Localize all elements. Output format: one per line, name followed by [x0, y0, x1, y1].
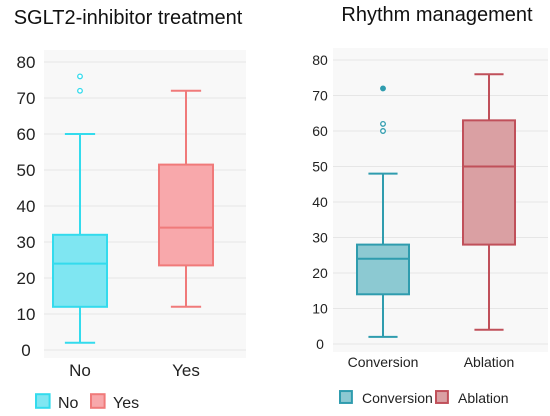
- panel-2-y-tick-label: 30: [312, 229, 328, 245]
- panel-1-no-legend-swatch: [35, 393, 51, 409]
- panel-2-y-tick-label: 20: [312, 265, 328, 281]
- panel-1-category-label: No: [69, 361, 91, 380]
- panel-1-y-tick-label: 70: [17, 89, 36, 108]
- panel-2-conversion-outlier: [380, 128, 386, 134]
- panel-2-y-tick-label: 60: [312, 123, 328, 139]
- panel-2-conversion-outlier: [380, 120, 386, 127]
- panel-2-y-tick-label: 70: [312, 87, 328, 103]
- panel-2-title: Rhythm management: [341, 4, 533, 26]
- panel-2-category-label: Ablation: [464, 354, 515, 370]
- panel-2-conversion-box: [356, 243, 410, 296]
- panel-1-yes-legend-swatch: [90, 393, 106, 409]
- panel-2-conversion-legend-label: Conversion: [362, 390, 433, 406]
- panel-1-y-tick-label: 30: [17, 233, 36, 252]
- panel-1-title: SGLT2-inhibitor treatment: [14, 7, 243, 29]
- panel-1-y-tick-label: 80: [17, 53, 36, 72]
- panel-1-y-tick-label: 0: [21, 341, 30, 360]
- panel-1-y-tick-label: 60: [17, 125, 36, 144]
- panel-1-no-outlier: [77, 73, 83, 80]
- panel-2-ablation-legend-swatch: [435, 390, 449, 404]
- panel-2-y-tick-label: 40: [312, 194, 328, 210]
- panel-1-no-legend-label: No: [58, 395, 79, 412]
- panel-2-ablation-box: [462, 119, 516, 246]
- panel-1-y-tick-label: 10: [17, 305, 36, 324]
- panel-2-y-tick-label: 80: [312, 52, 328, 68]
- panel-1-plot-background: [44, 50, 246, 358]
- panel-2-category-label: Conversion: [348, 354, 419, 370]
- panel-2-conversion-legend-swatch: [339, 390, 353, 404]
- panel-1-yes-box: [158, 163, 214, 267]
- panel-1-category-label: Yes: [172, 361, 200, 380]
- panel-2-y-tick-label: 50: [312, 158, 328, 174]
- panel-2-y-tick-label: 0: [316, 336, 324, 352]
- panel-2-y-tick-label: 10: [312, 300, 328, 316]
- panel-1-no-box: [52, 233, 108, 308]
- panel-2-conversion-outlier: [380, 85, 386, 92]
- panel-1-no-outlier: [77, 87, 83, 94]
- panel-1-yes-legend-label: Yes: [113, 395, 139, 412]
- panel-1-y-tick-label: 20: [17, 269, 36, 288]
- panel-2-ablation-legend-label: Ablation: [458, 390, 509, 406]
- panel-1-y-tick-label: 40: [17, 197, 36, 216]
- panel-1-y-tick-label: 50: [17, 161, 36, 180]
